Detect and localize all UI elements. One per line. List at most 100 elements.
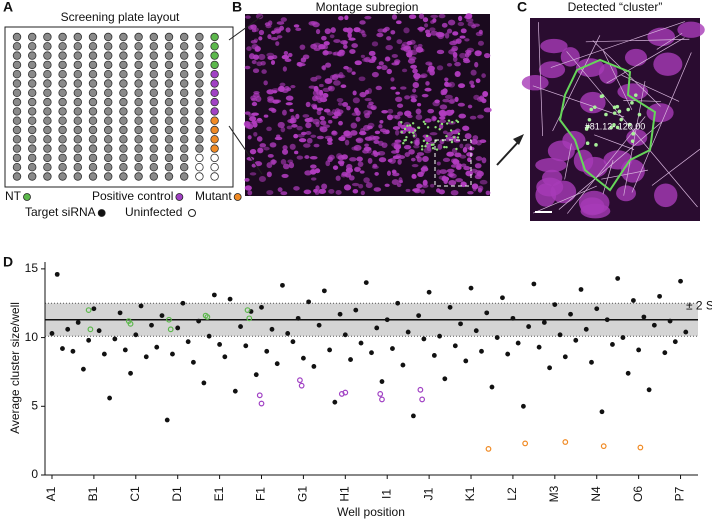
nucleus — [274, 136, 283, 141]
cluster-dot — [609, 125, 613, 130]
point — [447, 304, 453, 310]
plate-well — [58, 42, 67, 51]
nucleus — [275, 41, 280, 46]
cluster-dot — [400, 121, 403, 124]
plate-well — [28, 60, 37, 70]
x-tick-label: D1 — [170, 486, 184, 502]
nucleus — [282, 109, 287, 116]
plate-well — [88, 79, 98, 88]
plate-well — [134, 60, 143, 70]
cluster-dot — [412, 134, 416, 137]
cell-border — [558, 121, 663, 210]
nucleus — [340, 173, 347, 178]
plate-well — [88, 144, 98, 153]
nucleus — [343, 65, 349, 70]
nucleus — [412, 82, 420, 89]
nucleus — [263, 114, 269, 118]
nucleus — [263, 80, 268, 86]
plate-well — [195, 125, 204, 135]
plate-well — [149, 42, 158, 51]
nucleus — [392, 126, 401, 131]
nucleus — [386, 36, 392, 41]
nucleus — [371, 71, 379, 78]
nucleus — [408, 14, 417, 20]
nucleus — [412, 88, 417, 93]
point — [332, 399, 338, 405]
cluster-outline — [558, 58, 657, 192]
nucleus — [362, 57, 369, 62]
nucleus — [355, 138, 362, 142]
nucleus — [416, 156, 422, 163]
nucleus — [436, 65, 444, 71]
nucleus — [263, 146, 270, 151]
plate-well — [164, 172, 174, 181]
plate-well — [12, 116, 22, 125]
cluster-dot — [406, 124, 409, 127]
nucleus — [446, 151, 455, 157]
plate-well — [88, 32, 98, 42]
plate-well — [210, 97, 219, 107]
cluster-dot — [445, 146, 448, 149]
cluster-dot — [426, 126, 430, 129]
nucleus — [470, 84, 475, 88]
plate-well — [119, 107, 128, 116]
plate-well — [43, 32, 52, 42]
nucleus — [255, 13, 264, 20]
plate-well — [149, 135, 158, 144]
point — [400, 362, 406, 368]
cluster-dot — [430, 143, 434, 147]
cluster-dot — [417, 126, 420, 129]
plate-well — [134, 88, 143, 97]
panel-label: C — [517, 0, 527, 15]
plate-well — [149, 32, 158, 42]
nucleus — [411, 174, 417, 179]
point — [217, 342, 222, 347]
nucleus — [246, 46, 252, 51]
point — [395, 300, 401, 306]
plate-well — [73, 116, 82, 125]
point — [552, 302, 558, 307]
nucleus — [412, 188, 420, 192]
nucleus — [249, 116, 257, 122]
cluster-dot — [434, 126, 437, 129]
nucleus — [266, 126, 272, 132]
x-tick-label: H1 — [337, 486, 351, 502]
nucleus — [411, 163, 419, 168]
plate-well — [179, 97, 189, 107]
point — [201, 380, 207, 386]
plate-well — [179, 69, 189, 79]
nucleus — [293, 186, 300, 191]
nucleus — [432, 18, 437, 23]
plate-well — [164, 97, 174, 107]
legend-swatch — [23, 193, 31, 201]
nucleus — [439, 104, 448, 110]
point — [196, 318, 202, 324]
point — [185, 339, 191, 345]
nucleus — [477, 114, 484, 119]
nucleus — [328, 189, 335, 194]
nucleus — [381, 110, 389, 114]
nucleus — [303, 143, 311, 148]
x-axis-label: Well position — [337, 505, 405, 519]
nucleus — [340, 40, 349, 45]
x-tick-label: N4 — [589, 486, 603, 502]
nucleus — [381, 64, 388, 71]
point — [180, 300, 186, 306]
point — [384, 317, 390, 323]
plate-well — [134, 153, 143, 163]
plate-well — [73, 97, 82, 107]
point — [244, 307, 251, 313]
nucleus — [276, 134, 281, 138]
plate-well — [73, 51, 82, 60]
plate-well — [43, 172, 52, 181]
plate-well — [43, 153, 52, 163]
nucleus — [452, 39, 460, 44]
plate-well — [210, 60, 219, 70]
plate-well — [28, 97, 37, 107]
plate-well — [28, 42, 37, 51]
plate-well — [43, 60, 52, 70]
nucleus — [429, 132, 438, 136]
plate-well — [103, 144, 113, 153]
plate-well — [12, 51, 22, 60]
nucleus — [361, 30, 366, 36]
